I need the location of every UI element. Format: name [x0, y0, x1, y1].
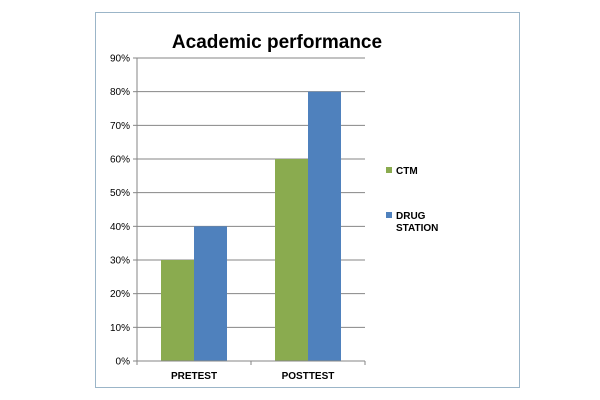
y-tick-label: 20%	[110, 289, 130, 300]
y-tick-label: 0%	[116, 357, 131, 368]
legend-swatch	[386, 212, 392, 218]
bar-ctm-pretest	[161, 260, 194, 361]
x-axis-ticks: PRETEST POSTTEST	[171, 371, 334, 382]
y-tick-label: 30%	[110, 256, 130, 267]
axes	[133, 57, 366, 365]
y-tick-label: 10%	[110, 323, 130, 334]
x-tick-label: POSTTEST	[282, 371, 335, 382]
y-tick-label: 60%	[110, 155, 130, 166]
y-tick-label: 80%	[110, 87, 130, 98]
bar-drug-station-pretest	[194, 226, 227, 361]
y-axis-ticks: 0% 10% 20% 30% 40% 50% 60% 70% 80% 90%	[110, 54, 130, 368]
bar-ctm-posttest	[275, 159, 308, 361]
y-tick-label: 40%	[110, 222, 130, 233]
legend-label: DRUG STATION	[396, 211, 438, 234]
legend-swatch	[386, 167, 392, 173]
y-tick-label: 70%	[110, 121, 130, 132]
bar-drug-station-posttest	[308, 91, 341, 362]
x-tick-label: PRETEST	[171, 371, 217, 382]
chart-title: Academic performance	[172, 32, 382, 53]
legend-label: CTM	[396, 166, 418, 177]
y-tick-label: 90%	[110, 54, 130, 65]
bars	[161, 91, 341, 362]
y-tick-label: 50%	[110, 188, 130, 199]
legend: CTM DRUG STATION	[386, 166, 438, 234]
